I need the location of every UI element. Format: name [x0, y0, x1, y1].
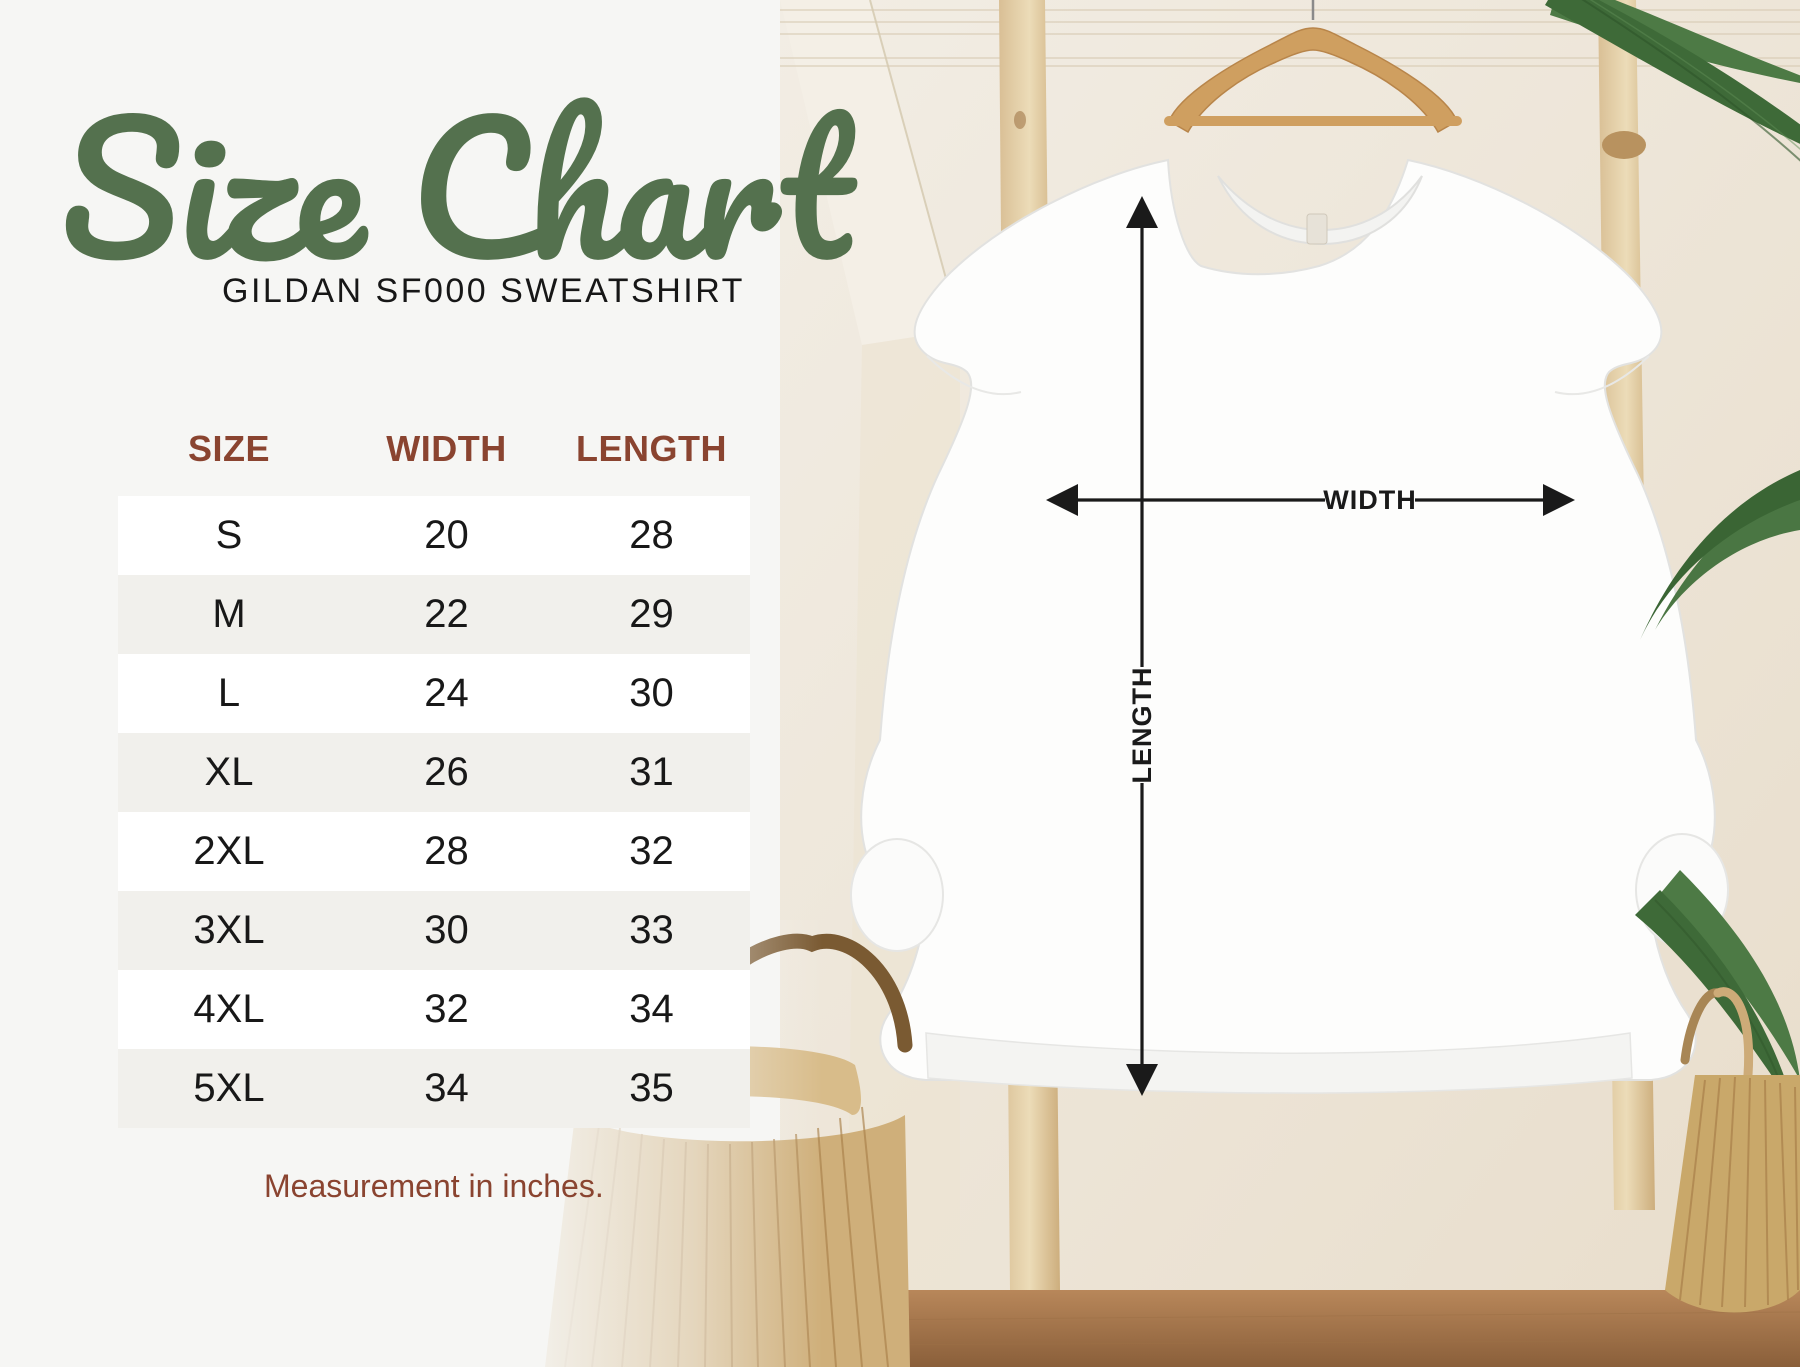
- svg-text:LENGTH: LENGTH: [1127, 667, 1157, 784]
- svg-text:WIDTH: WIDTH: [1323, 485, 1416, 515]
